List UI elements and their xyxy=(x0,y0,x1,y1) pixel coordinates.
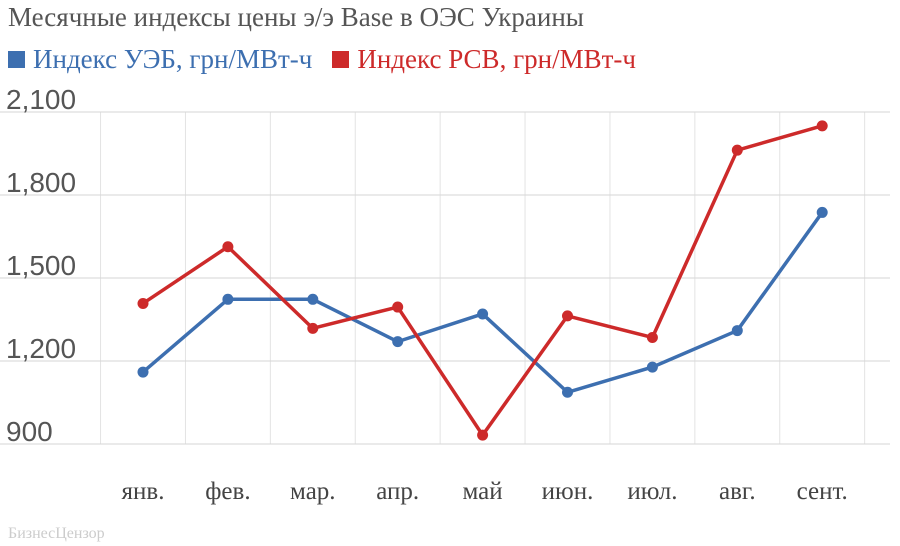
data-point-1 xyxy=(646,331,658,343)
y-tick-label: 2,100 xyxy=(6,84,76,115)
y-tick-label: 900 xyxy=(6,416,53,447)
data-point-1 xyxy=(816,120,828,132)
data-point-1 xyxy=(562,310,573,322)
y-tick-label: 1,800 xyxy=(6,167,76,198)
series-line-0 xyxy=(141,210,824,395)
data-point-0 xyxy=(477,308,489,320)
legend-label-rsv: Индекс РСВ, грн/МВт-ч xyxy=(357,44,636,74)
legend: Индекс УЭБ, грн/МВт-ч Индекс РСВ, грн/МВ… xyxy=(8,44,656,75)
data-point-0 xyxy=(562,386,573,398)
legend-item-ueb: Индекс УЭБ, грн/МВт-ч xyxy=(8,44,312,75)
legend-item-rsv: Индекс РСВ, грн/МВт-ч xyxy=(332,44,636,75)
data-point-1 xyxy=(307,322,319,334)
data-point-0 xyxy=(307,293,319,305)
chart-title: Месячные индексы цены э/э Base в ОЭС Укр… xyxy=(8,2,584,32)
legend-swatch-rsv xyxy=(332,51,350,68)
y-tick-label: 1,500 xyxy=(6,250,76,281)
data-point-1 xyxy=(392,301,404,313)
x-tick-label: май xyxy=(463,478,503,505)
x-tick-label: апр. xyxy=(376,478,419,505)
source-watermark: БизнесЦензор xyxy=(8,525,105,542)
data-point-0 xyxy=(137,366,149,378)
series-line-1 xyxy=(141,124,824,437)
y-tick-label: 1,200 xyxy=(6,333,76,364)
x-tick-label: июн. xyxy=(542,478,594,505)
x-tick-label: фев. xyxy=(205,478,250,505)
legend-label-ueb: Индекс УЭБ, грн/МВт-ч xyxy=(33,44,313,74)
data-point-0 xyxy=(816,206,828,218)
data-point-0 xyxy=(222,293,234,305)
x-tick-label: июл. xyxy=(627,478,677,505)
x-tick-label: авг. xyxy=(719,478,756,505)
data-point-0 xyxy=(392,336,404,348)
data-point-0 xyxy=(731,325,743,337)
data-point-1 xyxy=(137,297,149,309)
x-tick-label: сент. xyxy=(797,478,848,505)
x-tick-label: мар. xyxy=(290,478,336,505)
data-point-0 xyxy=(646,361,658,373)
legend-swatch-ueb xyxy=(8,51,25,68)
data-point-1 xyxy=(222,241,234,253)
x-tick-label: янв. xyxy=(122,478,165,505)
data-point-1 xyxy=(477,429,489,441)
data-point-1 xyxy=(731,144,743,156)
